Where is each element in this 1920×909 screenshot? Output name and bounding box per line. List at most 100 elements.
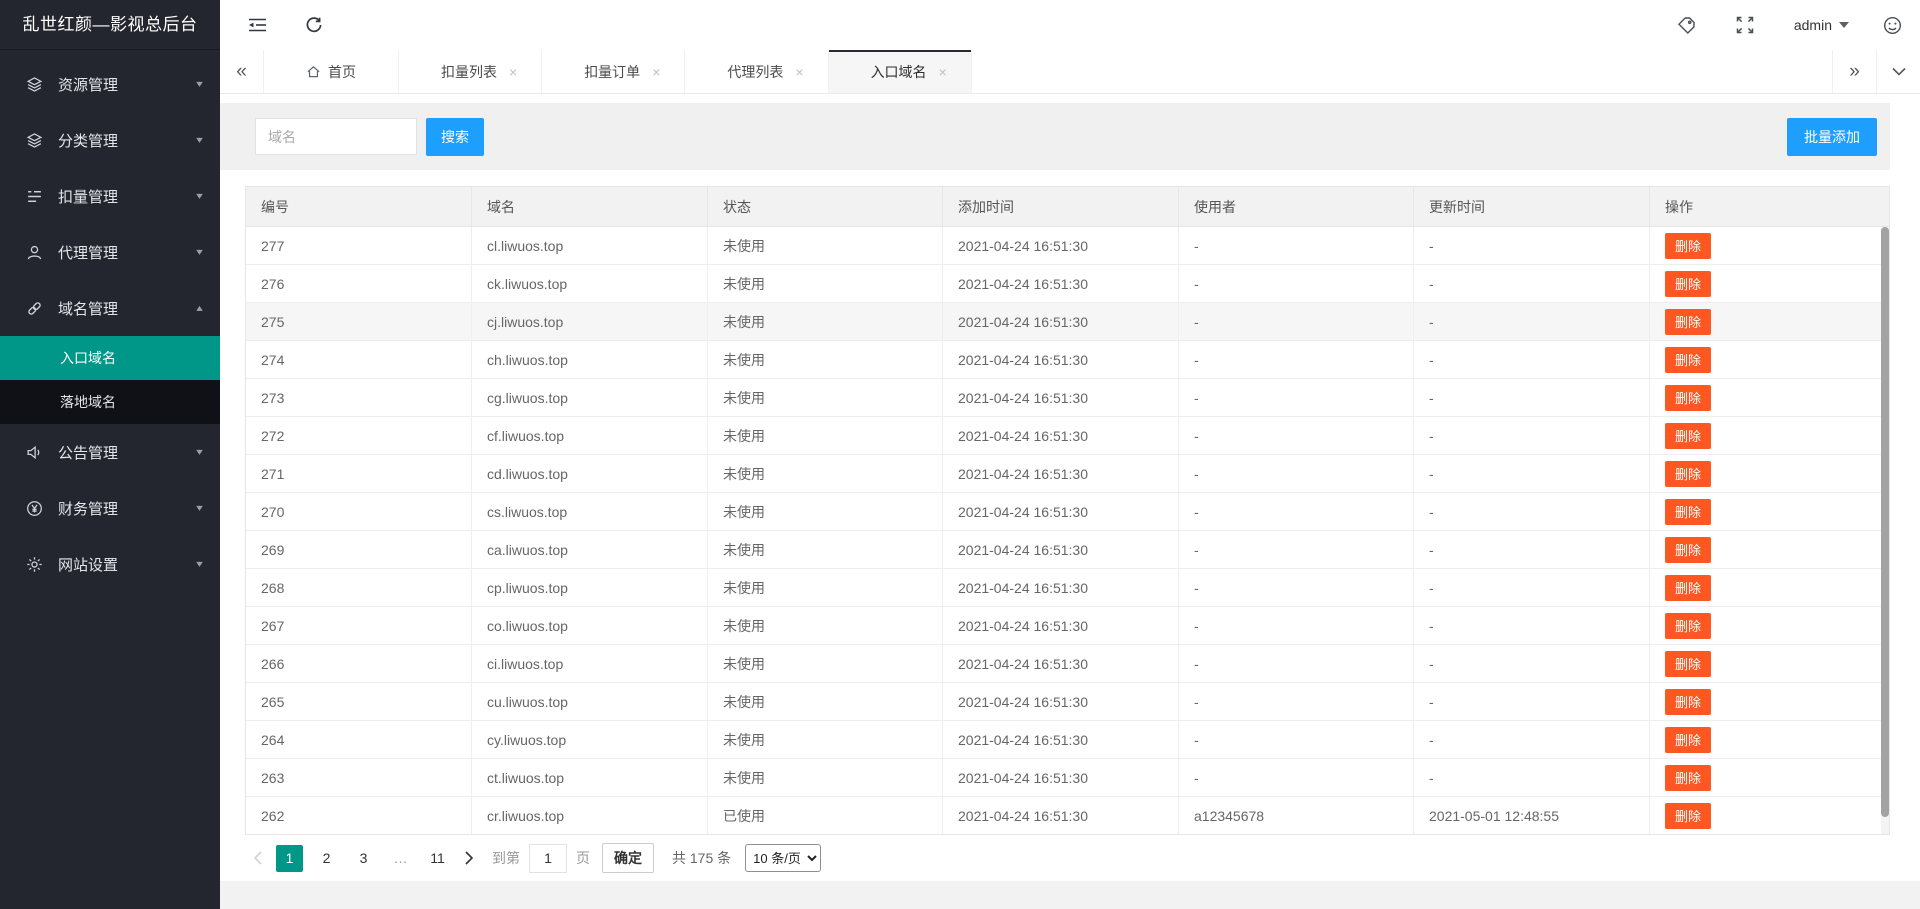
delete-button[interactable]: 删除	[1665, 384, 1712, 411]
delete-button[interactable]: 删除	[1665, 688, 1712, 715]
table-scrollbar[interactable]	[1881, 227, 1889, 834]
table-row: 277 cl.liwuos.top 未使用 2021-04-24 16:51:30- -…	[246, 227, 1889, 265]
tab-agent-list[interactable]: 代理列表 ×	[685, 50, 829, 93]
close-icon[interactable]: ×	[938, 63, 947, 80]
sidebar-item-deduct[interactable]: 扣量管理 ▾	[0, 168, 220, 224]
page-numbers: 1 2 3 … 11	[271, 844, 456, 872]
delete-button[interactable]: 删除	[1665, 802, 1712, 829]
gear-icon	[26, 556, 43, 573]
cell-user: -	[1179, 683, 1414, 720]
sidebar-item-label: 财务管理	[58, 500, 119, 518]
cell-user: -	[1179, 531, 1414, 568]
delete-button[interactable]: 删除	[1665, 612, 1712, 639]
cell-id: 276	[246, 265, 472, 302]
delete-button[interactable]: 删除	[1665, 346, 1712, 373]
table-row: 266 ci.liwuos.top 未使用 2021-04-24 16:51:30- -…	[246, 645, 1889, 683]
cell-id: 264	[246, 721, 472, 758]
delete-button[interactable]: 删除	[1665, 726, 1712, 753]
cell-created-time: 2021-04-24 16:51:30	[943, 797, 1179, 834]
tab-deduct-list[interactable]: 扣量列表 ×	[399, 50, 543, 93]
next-page-button[interactable]	[456, 844, 482, 872]
sidebar-item-finance[interactable]: 财务管理 ▾	[0, 480, 220, 536]
tabs-scroll-right-button[interactable]: »	[1832, 50, 1876, 93]
tab-home[interactable]: 首页	[264, 50, 399, 93]
search-toolbar: 搜索 批量添加	[220, 103, 1890, 170]
page-number-3[interactable]: 3	[359, 850, 368, 866]
close-icon[interactable]: ×	[652, 63, 661, 80]
cell-domain: cg.liwuos.top	[472, 379, 708, 416]
cell-updated-time: 2021-05-01 12:48:55	[1414, 797, 1650, 834]
tab-deduct-orders[interactable]: 扣量订单 ×	[542, 50, 686, 93]
cell-status: 未使用	[708, 759, 943, 796]
speaker-icon	[26, 444, 43, 461]
tab-entry-domain[interactable]: 入口域名 ×	[828, 50, 972, 93]
cell-status: 未使用	[708, 569, 943, 606]
sidebar-item-category[interactable]: 分类管理 ▾	[0, 112, 220, 168]
list-icon	[26, 188, 43, 205]
delete-button[interactable]: 删除	[1665, 650, 1712, 677]
tabs-menu-button[interactable]	[1876, 50, 1920, 93]
sidebar-subitem-entry-domain[interactable]: 入口域名	[0, 336, 220, 380]
delete-button[interactable]: 删除	[1665, 308, 1712, 335]
fullscreen-icon[interactable]	[1736, 16, 1754, 34]
sidebar-collapse-icon[interactable]	[248, 17, 267, 33]
chevron-down-icon: ▾	[196, 446, 203, 458]
delete-button[interactable]: 删除	[1665, 460, 1712, 487]
close-icon[interactable]: ×	[795, 63, 804, 80]
tag-icon[interactable]	[1677, 16, 1696, 35]
cell-status: 已使用	[708, 797, 943, 834]
goto-confirm-button[interactable]: 确定	[602, 843, 654, 873]
cell-id: 263	[246, 759, 472, 796]
cell-status: 未使用	[708, 683, 943, 720]
sidebar-item-notice[interactable]: 公告管理 ▾	[0, 424, 220, 480]
search-input[interactable]	[255, 118, 417, 155]
user-menu[interactable]: admin	[1794, 17, 1849, 33]
cell-actions: 删除	[1650, 607, 1889, 644]
sidebar-item-site[interactable]: 网站设置 ▾	[0, 536, 220, 592]
sidebar-subitem-landing-domain[interactable]: 落地域名	[60, 394, 116, 410]
delete-button[interactable]: 删除	[1665, 574, 1712, 601]
cell-actions: 删除	[1650, 683, 1889, 720]
sidebar-submenu: 入口域名落地域名	[0, 336, 220, 424]
cell-status: 未使用	[708, 379, 943, 416]
cell-status: 未使用	[708, 493, 943, 530]
goto-page-label: 到第	[492, 850, 520, 866]
cell-updated-time: -	[1414, 531, 1650, 568]
delete-button[interactable]: 删除	[1665, 422, 1712, 449]
cell-actions: 删除	[1650, 493, 1889, 530]
theme-icon[interactable]	[1883, 16, 1902, 35]
cell-updated-time: -	[1414, 455, 1650, 492]
delete-button[interactable]: 删除	[1665, 498, 1712, 525]
close-icon[interactable]: ×	[509, 63, 518, 80]
tabs-scroll-left-button[interactable]: «	[220, 50, 264, 93]
delete-button[interactable]: 删除	[1665, 270, 1712, 297]
sidebar-item-resource[interactable]: 资源管理 ▾	[0, 56, 220, 112]
page-number-11[interactable]: 11	[430, 850, 445, 866]
scrollbar-thumb[interactable]	[1881, 227, 1889, 817]
cell-id: 269	[246, 531, 472, 568]
search-button[interactable]: 搜索	[426, 117, 484, 156]
sidebar-item-domain[interactable]: 域名管理 ▴	[0, 280, 220, 336]
cell-actions: 删除	[1650, 721, 1889, 758]
page-unit-label: 页	[576, 850, 590, 866]
delete-button[interactable]: 删除	[1665, 232, 1712, 259]
page-size-select[interactable]: 10 条/页	[745, 844, 822, 872]
page-number-2[interactable]: 2	[322, 850, 331, 866]
goto-page-input[interactable]	[529, 843, 567, 873]
sidebar-item-agent[interactable]: 代理管理 ▾	[0, 224, 220, 280]
delete-button[interactable]: 删除	[1665, 536, 1712, 563]
delete-button[interactable]: 删除	[1665, 764, 1712, 791]
refresh-icon[interactable]	[305, 16, 323, 34]
cell-domain: ci.liwuos.top	[472, 645, 708, 682]
cell-actions: 删除	[1650, 455, 1889, 492]
cell-id: 272	[246, 417, 472, 454]
cell-domain: cj.liwuos.top	[472, 303, 708, 340]
cell-id: 267	[246, 607, 472, 644]
cell-id: 268	[246, 569, 472, 606]
table-row: 269 ca.liwuos.top 未使用 2021-04-24 16:51:30- -…	[246, 531, 1889, 569]
cell-actions: 删除	[1650, 645, 1889, 682]
page-number-1[interactable]: 1	[276, 844, 303, 872]
batch-add-button[interactable]: 批量添加	[1787, 117, 1877, 156]
sidebar-item-label: 分类管理	[58, 132, 119, 150]
prev-page-button[interactable]	[245, 844, 271, 872]
